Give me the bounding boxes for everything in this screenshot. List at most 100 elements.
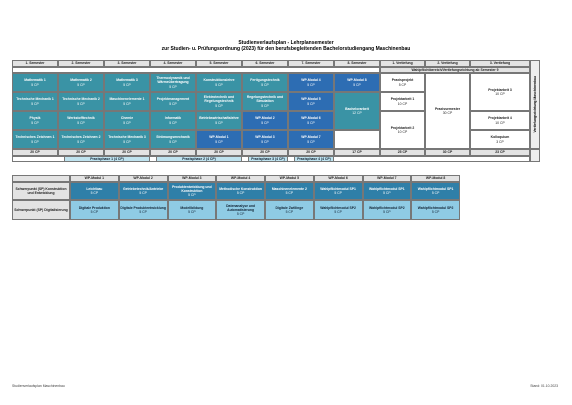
module-name: Werkstofftechnik (67, 116, 95, 121)
elective-name: Leichtbau (86, 186, 103, 191)
total-cell: 30 CP (425, 149, 470, 156)
practice-text: Praxisphase 2 (4 CP) (182, 156, 216, 161)
total-text: 25 CP (397, 150, 408, 155)
total-text: 20 CP (168, 150, 178, 155)
elective-cell: Modellbildung 5 CP (167, 200, 217, 220)
module-name: Praxissemester (434, 106, 461, 111)
module-name: Informatik (164, 116, 182, 121)
elective-name: Wahlpflichtmodul SP1 (417, 186, 454, 191)
column-header: 8. Semester (334, 60, 380, 67)
footer-right: Stand: 01.10.2023 (530, 384, 558, 388)
elective-column-header: WP-Modul 6 (313, 175, 363, 182)
column-header: 7. Semester (288, 60, 334, 67)
elective-name: Digitale Produktion (78, 205, 110, 210)
module-name: Technisches Zeichnen 1 (15, 135, 55, 140)
module-name: Kolloquium (490, 135, 510, 140)
elective-cp: 5 CP (236, 212, 245, 217)
practice-text: Praxisphase 1 (4 CP) (90, 156, 124, 161)
elective-cp: 5 CP (139, 210, 147, 214)
module-cp: 5 CP (31, 82, 39, 87)
column-header: 3. Vertiefung (470, 60, 530, 67)
module-name: Konstruktionslehre (203, 78, 235, 83)
column-header: 1. Semester (12, 60, 58, 67)
module-cell: Praxisprojekt 5 CP (380, 73, 425, 92)
module-name: Praxisprojekt (391, 78, 414, 83)
module-name: Maschinenelemente 1 (109, 97, 145, 102)
module-name: Technische Mechanik 3 (108, 135, 146, 140)
title: Studienverlaufsplan - Lehrplansemester (238, 40, 334, 46)
module-cp: 5 CP (261, 120, 269, 125)
module-cp: 10 CP (495, 92, 505, 96)
module-cp: 5 CP (261, 103, 269, 108)
elective-name: Methodische Konstruktion (219, 186, 262, 191)
elective-name: Wahlpflichtmodul SP1 (320, 186, 356, 191)
module-name: Thermodynamik und Wärmeübertragung (156, 76, 190, 85)
elective-cell: Datenanalyse und Automatisierung 5 CP (216, 200, 265, 220)
module-cp: 5 CP (169, 84, 177, 89)
elective-cp: 5 CP (90, 210, 99, 214)
practice-text: Praxisphase 3 (4 CP) (251, 156, 285, 161)
column-header-text: 4. Semester (163, 61, 183, 66)
module-cell: Elektrotechnik und Regelungstechnik 5 CP (196, 92, 242, 111)
module-cell: Bachelorarbeit 12 CP (334, 92, 380, 130)
module-cell: Werkstofftechnik 5 CP (58, 111, 104, 130)
module-name: Mathematik 1 (24, 78, 46, 83)
elective-cell: Digitale Produktion 5 CP (70, 200, 119, 220)
module-cp: 10 CP (397, 130, 408, 134)
module-cp: 5 CP (31, 120, 39, 125)
module-cp: 5 CP (353, 82, 361, 87)
total-cell: 20 CP (288, 149, 334, 156)
module-cp: 10 CP (397, 101, 408, 106)
column-header: 5. Semester (196, 60, 242, 67)
module-name: Regelungstechnik und Simulation (246, 95, 284, 104)
column-header-text: 3. Vertiefung (489, 61, 511, 66)
column-header-text: 2. Semester (71, 61, 91, 66)
elective-column-text: WP-Modul 7 (377, 176, 397, 181)
elective-cp: 5 CP (236, 191, 245, 195)
elective-column-text: WP-Modul 1 (84, 176, 105, 181)
module-name: WP-Modul 8 (347, 78, 367, 83)
module-cp: 5 CP (307, 101, 315, 106)
module-cell: Physik 5 CP (12, 111, 58, 130)
elective-cell: Getriebetechnik/Antriebe 5 CP (118, 182, 168, 200)
total-cell: 20 CP (58, 149, 104, 156)
elective-name: Modellbildung (180, 205, 204, 210)
elective-row-label: Schwerpunkt (SP) Konstruktion und Entwic… (12, 182, 70, 200)
column-header: 2. Vertiefung (425, 60, 470, 67)
module-cp: 3 CP (496, 139, 504, 144)
elective-name: Maschinenelemente 2 (271, 186, 307, 191)
total-text: 20 CP (214, 150, 224, 155)
column-header: 1. Vertiefung (380, 60, 425, 67)
module-cell: Projektarbeit 3 10 CP (470, 73, 530, 111)
elective-column-header: WP-Modul 4 (216, 175, 265, 182)
module-name: Projektarbeit 1 (390, 97, 415, 102)
elective-header: Wahlpflichtbereich/Vertiefungsrichtung a… (380, 67, 530, 73)
module-cp: 5 CP (77, 120, 85, 125)
elective-column-header: WP-Modul 3 (167, 175, 217, 182)
module-cell: Thermodynamik und Wärmeübertragung 5 CP (150, 73, 196, 92)
module-name: WP-Modul 3 (255, 135, 275, 140)
total-text: 20 CP (76, 150, 86, 155)
module-cp: 12 CP (352, 111, 362, 115)
side-label: Vertiefungsrichtung Maschinenbau (530, 60, 540, 149)
elective-cp: 5 CP (334, 210, 342, 214)
elective-name: Getriebetechnik/Antriebe (122, 186, 164, 191)
module-cell: Projektarbeit 2 10 CP (380, 111, 425, 149)
module-cp: 5 CP (215, 120, 223, 125)
elective-cell: Wahlpflichtmodul SP2 5 CP (411, 200, 460, 220)
module-name: WP-Modul 7 (301, 135, 321, 140)
total-text: 30 CP (442, 150, 453, 155)
module-name: WP-Modul 5 (301, 97, 321, 102)
elective-cp: 5 CP (431, 210, 440, 214)
module-name: Strömungsmechanik (156, 135, 190, 140)
module-name: Projektarbeit 4 (488, 116, 512, 121)
